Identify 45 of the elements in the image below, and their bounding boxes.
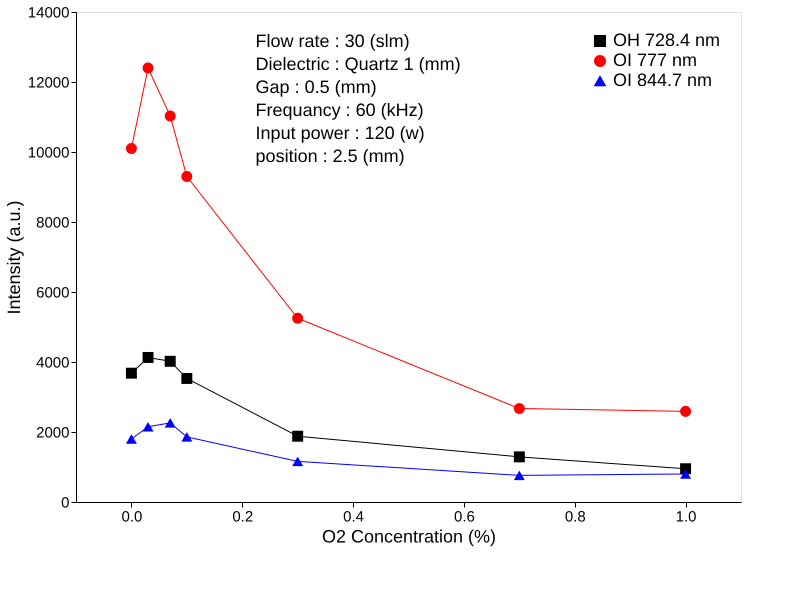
point — [164, 418, 176, 428]
point — [292, 312, 304, 324]
point — [142, 352, 154, 363]
x-tick-label: 0.0 — [121, 508, 142, 526]
point — [514, 403, 525, 414]
y-axis-title: Intensity (a.u.) — [4, 200, 24, 315]
annotation: Input power : 120 (w) — [256, 123, 425, 143]
y-tick-label: 10000 — [28, 144, 70, 162]
point — [164, 356, 176, 367]
annotation: Frequancy : 60 (kHz) — [256, 100, 424, 120]
point — [680, 406, 692, 417]
annotation: Dielectric : Quartz 1 (mm) — [256, 54, 461, 74]
y-tick-label: 6000 — [36, 284, 70, 302]
annotation: Gap : 0.5 (mm) — [256, 77, 377, 97]
x-tick-label: 0.4 — [343, 508, 364, 526]
point — [181, 432, 192, 442]
legend-label: OH 728.4 nm — [613, 30, 720, 50]
x-tick-label: 0.8 — [564, 508, 586, 526]
point — [126, 143, 137, 154]
point — [164, 110, 176, 122]
y-tick-label: 0 — [61, 494, 70, 512]
point — [181, 171, 192, 182]
y-tick-label: 8000 — [36, 214, 70, 232]
point — [142, 62, 154, 74]
point — [126, 368, 137, 379]
point — [292, 456, 304, 466]
point — [514, 451, 525, 462]
annotation: Flow rate : 30 (slm) — [256, 31, 410, 51]
y-tick-label: 2000 — [36, 424, 70, 442]
x-tick-label: 1.0 — [676, 508, 697, 526]
y-tick-label: 4000 — [36, 354, 70, 372]
y-tick-label: 12000 — [28, 74, 70, 92]
point — [181, 372, 192, 384]
point — [292, 430, 304, 442]
point — [126, 434, 137, 444]
x-axis-title: O2 Concentration (%) — [322, 526, 496, 546]
legend-label: OI 777 nm — [613, 50, 698, 70]
point — [514, 470, 525, 480]
x-tick-label: 0.2 — [232, 508, 254, 526]
x-tick-label: 0.6 — [454, 508, 475, 526]
point — [142, 422, 154, 432]
point — [680, 469, 692, 479]
annotation: position : 2.5 (mm) — [256, 146, 405, 166]
y-tick-label: 14000 — [28, 4, 70, 22]
legend-label: OI 844.7 nm — [613, 70, 712, 90]
